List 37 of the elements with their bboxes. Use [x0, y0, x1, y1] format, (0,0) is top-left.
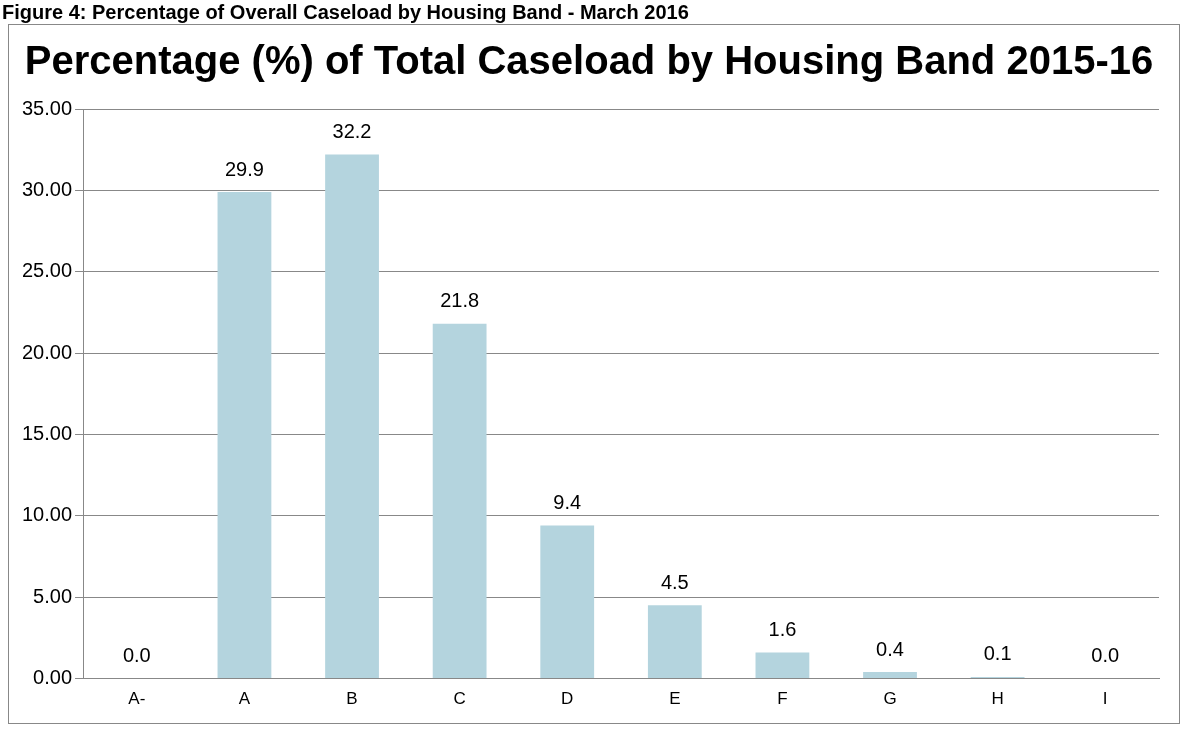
bar	[325, 154, 379, 679]
data-label: 1.6	[768, 618, 797, 641]
caption: Figure 4: Percentage of Overall Caseload by Housing Band - March 2016	[1, 0, 690, 24]
bar	[217, 192, 272, 679]
x-tick-label: E	[669, 689, 681, 709]
y-tick-label: 30.00	[21, 177, 73, 200]
bar	[647, 605, 702, 679]
x-tick-label: A	[238, 689, 251, 709]
data-label: 9.4	[553, 491, 582, 514]
bar	[432, 323, 487, 679]
data-label: 0.0	[122, 644, 151, 667]
x-tick-label: A-	[128, 689, 146, 709]
data-label: 0.4	[876, 637, 904, 660]
data-label: 32.2	[332, 120, 372, 143]
data-label: 4.5	[660, 570, 689, 593]
chart-title: Percentage (%) of Total Caseload by Housing Band 2015-16	[24, 38, 1154, 83]
data-label: 0.0	[1091, 644, 1120, 667]
x-tick-label: C	[453, 689, 466, 709]
x-tick-label: I	[1102, 689, 1108, 709]
bar	[540, 525, 595, 679]
y-tick-label: 10.00	[21, 503, 73, 526]
y-tick-label: 15.00	[21, 422, 73, 444]
y-tick-label: 0.00	[33, 666, 73, 689]
data-label: 29.9	[224, 157, 264, 180]
bar	[863, 672, 917, 679]
x-tick-label: D	[561, 689, 574, 709]
x-tick-label: G	[883, 689, 897, 709]
data-label: 0.1	[983, 642, 1012, 665]
x-tick-label: H	[991, 689, 1004, 709]
x-tick-label: B	[346, 689, 358, 709]
y-tick-label: 25.00	[21, 259, 73, 282]
bar	[755, 652, 810, 679]
y-tick-label: 35.00	[21, 96, 73, 119]
data-label: 21.8	[440, 289, 480, 312]
y-tick-label: 5.00	[33, 584, 73, 607]
y-tick-label: 20.00	[21, 340, 73, 363]
x-tick-label: F	[777, 689, 788, 709]
